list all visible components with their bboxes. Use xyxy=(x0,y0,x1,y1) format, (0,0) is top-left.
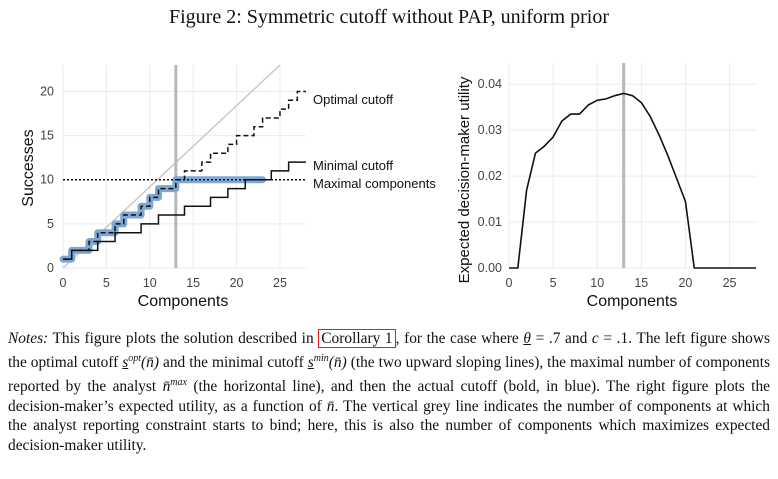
x-tick-label: 25 xyxy=(273,276,287,290)
figure-title: Figure 2: Symmetric cutoff without PAP, … xyxy=(169,6,609,28)
x-tick-label: 20 xyxy=(678,276,692,290)
y-tick-label: 0 xyxy=(47,261,54,275)
notes-text: = .7 and xyxy=(535,330,588,347)
y-tick-label: 15 xyxy=(40,129,54,143)
notes-label: Notes: xyxy=(8,330,49,347)
x-tick-label: 0 xyxy=(506,276,513,290)
n-bar-symbol: n̄ xyxy=(326,397,335,415)
y-tick-label: 5 xyxy=(47,217,54,231)
figure-notes: Notes: This figure plots the solution de… xyxy=(8,329,770,456)
notes-text: , for the case where xyxy=(395,330,519,347)
left-x-axis-label: Components xyxy=(138,293,229,310)
s-opt-symbol: sopt(n̄) xyxy=(122,352,159,371)
left-x-tick-labels: 0 5 10 15 20 25 xyxy=(60,276,287,290)
y-tick-label: 0.00 xyxy=(478,261,502,275)
x-tick-label: 10 xyxy=(590,276,604,290)
s-min-symbol: smin(n̄) xyxy=(307,352,347,371)
theta-symbol: θ xyxy=(523,330,531,347)
left-series xyxy=(59,64,306,269)
right-x-tick-labels: 0 5 10 15 20 25 xyxy=(506,276,737,290)
label-minimal-cutoff: Minimal cutoff xyxy=(313,158,393,173)
notes-text: and the minimal cutoff xyxy=(163,353,304,371)
notes-text: = .1. xyxy=(603,330,633,347)
y-tick-label: 0.01 xyxy=(478,215,502,229)
y-tick-label: 0.03 xyxy=(478,123,502,137)
utility-line xyxy=(509,92,756,269)
y-tick-label: 0.04 xyxy=(478,77,502,91)
minimal-cutoff-line xyxy=(63,161,306,260)
x-tick-label: 5 xyxy=(550,276,557,290)
x-tick-label: 25 xyxy=(723,276,737,290)
x-tick-label: 5 xyxy=(103,276,110,290)
actual-cutoff-line xyxy=(59,176,267,263)
left-y-tick-labels: 0 5 10 15 20 xyxy=(40,84,54,275)
notes-text: (the horizontal xyxy=(193,377,287,395)
x-tick-label: 0 xyxy=(60,276,67,290)
right-y-axis-label: Expected decision-maker utility xyxy=(456,76,473,283)
x-tick-label: 15 xyxy=(186,276,200,290)
figure-charts: 0 5 10 15 20 25 0 5 10 15 20 Components Successes… xyxy=(20,63,756,310)
notes-text: sloping lines), the maximal number of co… xyxy=(8,353,770,395)
notes-text: The left figure shows the optimal cutoff xyxy=(8,330,770,371)
x-tick-label: 10 xyxy=(143,276,157,290)
right-gridlines xyxy=(508,63,756,269)
label-maximal-components: Maximal components xyxy=(313,176,436,191)
notes-text: This figure plots the solution described… xyxy=(52,330,314,347)
y-tick-label: 0.02 xyxy=(478,169,502,183)
notes-text: . The vertical grey line indicates the n… xyxy=(334,397,770,415)
notes-text: line), and then the actual cutoff (bold,… xyxy=(8,377,770,415)
optimal-cutoff-line xyxy=(63,90,306,260)
left-chart: 0 5 10 15 20 25 0 5 10 15 20 Components Successes… xyxy=(20,64,436,310)
right-x-axis-label: Components xyxy=(587,293,678,310)
c-symbol: c xyxy=(591,330,599,347)
left-y-axis-label: Successes xyxy=(20,129,37,206)
notes-text: the analyst reporting constraint starts … xyxy=(8,417,637,435)
y-tick-label: 10 xyxy=(40,173,54,187)
x-tick-label: 20 xyxy=(230,276,244,290)
corollary-link[interactable]: Corollary 1 xyxy=(318,329,396,348)
label-optimal-cutoff: Optimal cutoff xyxy=(313,92,393,107)
notes-text: maximizes expected decision-maker utilit… xyxy=(8,417,770,455)
right-series xyxy=(509,63,756,269)
right-chart: 0 5 10 15 20 25 0.00 0.01 0.02 0.03 0.04 Componen… xyxy=(456,63,756,310)
x-tick-label: 15 xyxy=(634,276,648,290)
notes-text: (the two upward xyxy=(350,353,452,371)
right-y-tick-labels: 0.00 0.01 0.02 0.03 0.04 xyxy=(478,77,502,275)
n-max-symbol: n̄max xyxy=(162,376,187,395)
notes-text: utility, as a function of xyxy=(178,397,322,415)
y-tick-label: 20 xyxy=(40,84,54,98)
